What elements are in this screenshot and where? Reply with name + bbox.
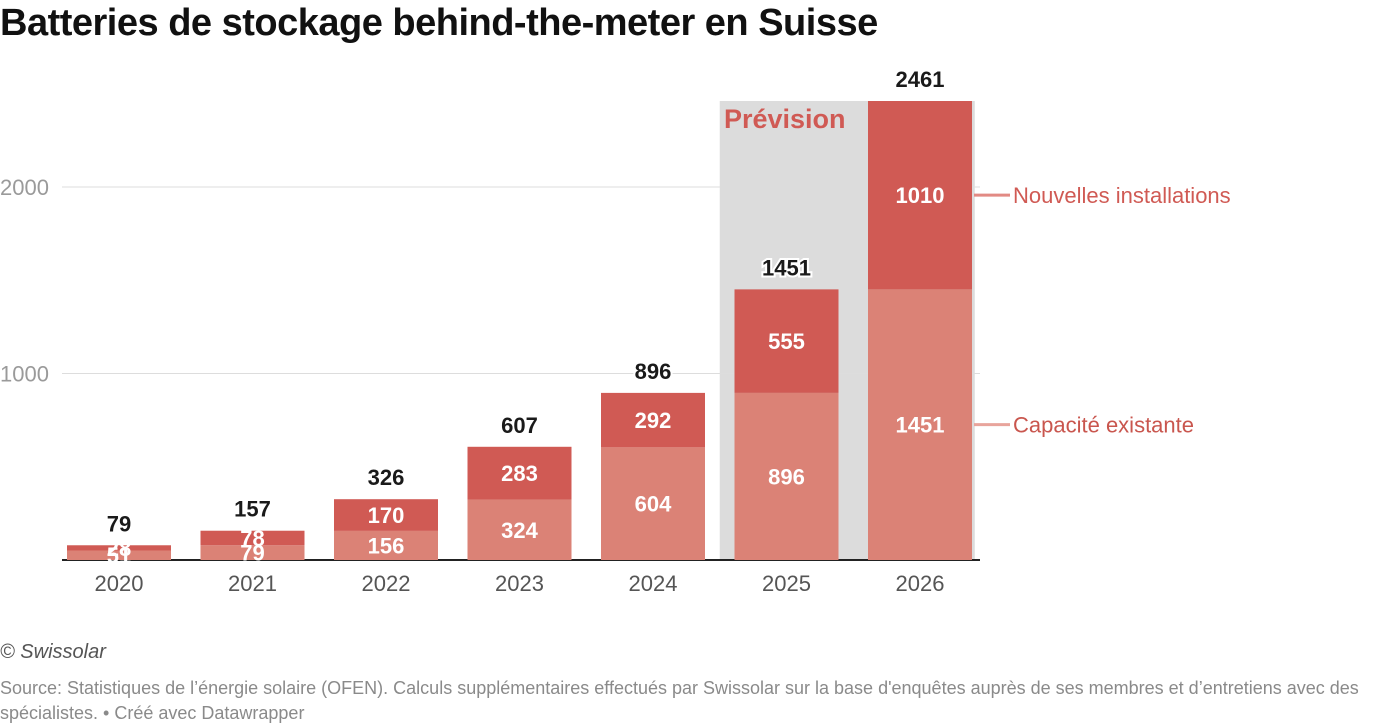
label-new: 283: [501, 461, 538, 486]
bar-new: [868, 101, 972, 290]
total-label: 326: [368, 465, 405, 490]
label-existing: 896: [768, 464, 805, 489]
bar-new: [67, 545, 171, 551]
y-tick-label: 1000: [0, 361, 49, 386]
total-label: 607: [501, 413, 538, 438]
bar-existing: [200, 545, 305, 560]
x-tick-label: 2024: [629, 571, 678, 596]
bar-new: [467, 446, 572, 500]
forecast-label: Prévision: [724, 104, 846, 134]
label-new: 28: [107, 536, 131, 561]
label-new: 78: [240, 526, 264, 551]
x-tick-label: 2023: [495, 571, 544, 596]
bar-existing: [334, 530, 438, 560]
x-tick-label: 2026: [896, 571, 945, 596]
bar-existing: [67, 550, 171, 560]
x-tick-label: 2021: [228, 571, 277, 596]
credit: © Swissolar: [0, 641, 106, 663]
legend-existing-label: Capacité existante: [1013, 413, 1194, 438]
chart-title: Batteries de stockage behind-the-meter e…: [0, 2, 878, 44]
y-tick-label: 2000: [0, 175, 49, 200]
total-label: 896: [635, 359, 672, 384]
label-existing: 324: [501, 518, 538, 543]
bar-new: [601, 392, 705, 448]
x-tick-label: 2020: [95, 571, 144, 596]
bar-new: [334, 499, 438, 531]
source-note: Source: Statistiques de l’énergie solair…: [0, 678, 1359, 723]
total-label: 157: [234, 497, 271, 522]
bar-new: [200, 530, 305, 546]
label-new: 1010: [896, 183, 945, 208]
bar-existing: [601, 447, 705, 560]
label-existing: 156: [368, 533, 405, 558]
label-existing: 51: [107, 543, 131, 568]
x-tick-label: 2022: [362, 571, 411, 596]
bar-new: [734, 289, 839, 393]
label-existing: 79: [240, 541, 264, 566]
x-tick-label: 2025: [762, 571, 811, 596]
total-label: 79: [107, 511, 131, 536]
label-new: 292: [635, 408, 672, 433]
bar-existing: [734, 392, 839, 560]
label-existing: 1451: [896, 413, 945, 438]
bar-existing: [467, 499, 572, 560]
legend-new-label: Nouvelles installations: [1013, 183, 1231, 208]
total-label: 2461: [896, 67, 945, 92]
label-existing: 604: [635, 492, 672, 517]
label-new: 170: [368, 503, 405, 528]
bar-existing: [868, 289, 972, 560]
label-new: 555: [768, 329, 805, 354]
total-label: 1451: [762, 255, 811, 280]
